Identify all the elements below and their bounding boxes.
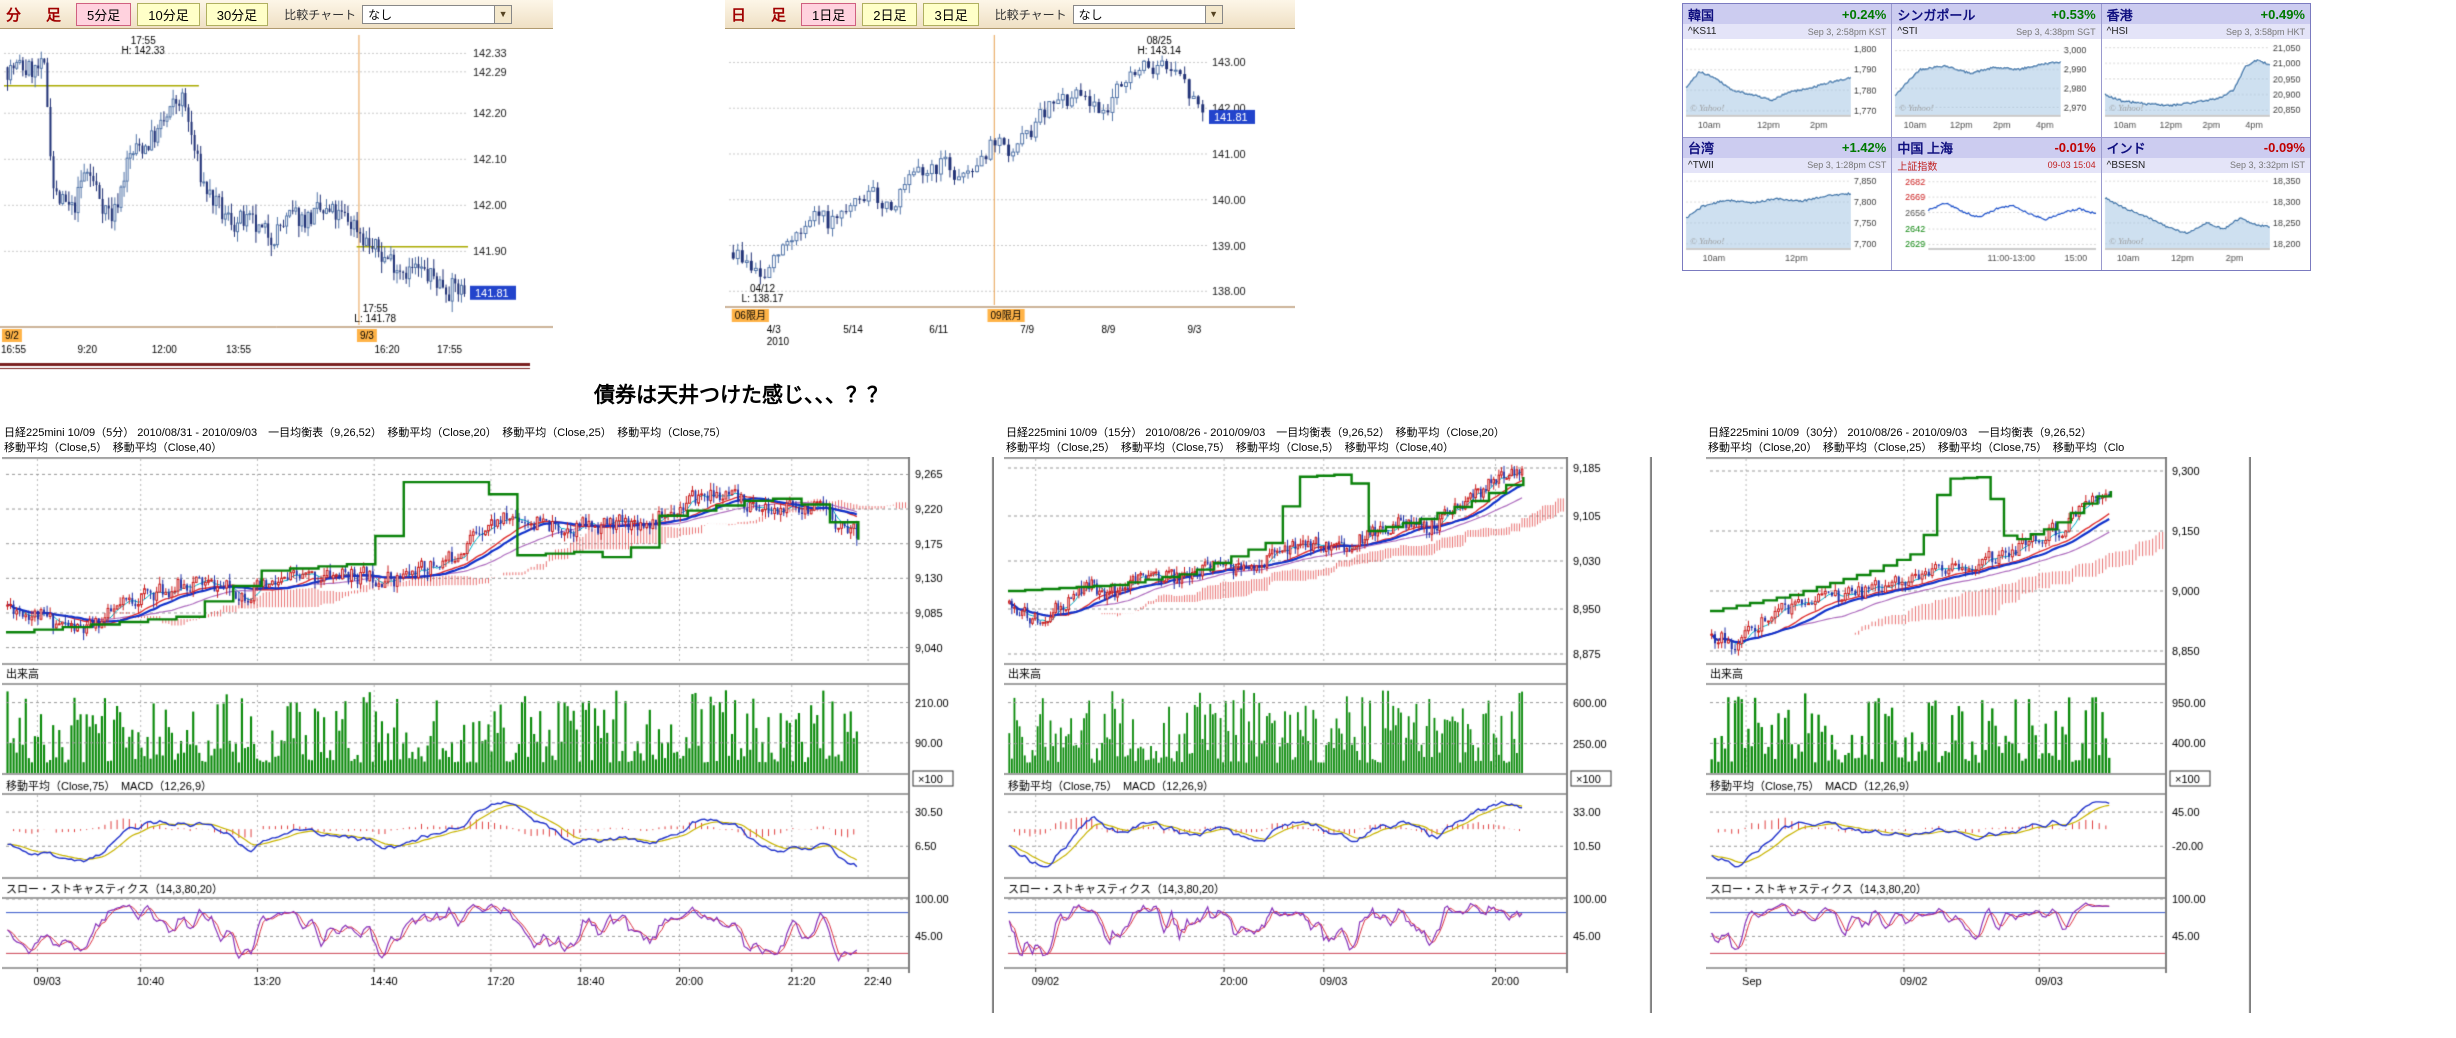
market-change: -0.09% xyxy=(2263,140,2305,155)
market-name: 韓国 xyxy=(1688,7,1715,23)
fx-minute-chart[interactable] xyxy=(0,29,553,372)
market-timestamp: Sep 3, 1:28pm CST xyxy=(1807,160,1887,170)
tab-2day[interactable]: 2日足 xyxy=(862,2,918,26)
compare-chart-value: なし xyxy=(368,7,393,22)
tab-10min[interactable]: 10分足 xyxy=(137,2,200,26)
market-header: インド -0.09% xyxy=(2101,137,2310,158)
chart-title-line1: 日経225mini 10/09（15分） 2010/08/26 - 2010/0… xyxy=(1006,427,1505,439)
comment-text: 債券は天井つけた感じ、、、？？ xyxy=(594,384,888,407)
tab-3day[interactable]: 3日足 xyxy=(923,2,979,26)
market-subheader: ^TWII Sep 3, 1:28pm CST xyxy=(1683,157,1892,173)
fx-daily-toolbar: 日 足 1日足 2日足 3日足 比較チャート なし ▼ xyxy=(725,0,1295,29)
market-subheader: ^BSESN Sep 3, 3:32pm IST xyxy=(2101,157,2310,173)
market-timestamp: 09-03 15:04 xyxy=(2047,160,2096,170)
chart-title: 日経225mini 10/09（30分） 2010/08/26 - 2010/0… xyxy=(1706,425,2251,457)
market-subheader: ^HSI Sep 3, 3:58pm HKT xyxy=(2101,24,2310,39)
compare-chart-select[interactable]: なし ▼ xyxy=(1072,4,1223,24)
market-cell-korea: 韓国 +0.24% ^KS11 Sep 3, 2:58pm KST xyxy=(1683,4,1892,137)
fx-minute-panel: 分 足 5分足 10分足 30分足 比較チャート なし ▼ xyxy=(0,0,553,372)
fx-minute-title: 分 足 xyxy=(6,6,67,24)
market-change: -0.01% xyxy=(2054,140,2096,155)
market-mini-chart[interactable] xyxy=(2101,172,2310,269)
market-ticker[interactable]: ^KS11 xyxy=(1688,26,1717,37)
chart-title-line1: 日経225mini 10/09（5分） 2010/08/31 - 2010/09… xyxy=(4,427,727,439)
market-name: 香港 xyxy=(2106,7,2133,23)
market-change: +0.53% xyxy=(2051,6,2096,22)
nikkei225mini-5min-panel: 日経225mini 10/09（5分） 2010/08/31 - 2010/09… xyxy=(2,425,994,1013)
chart-title: 日経225mini 10/09（15分） 2010/08/26 - 2010/0… xyxy=(1004,425,1652,457)
market-header: 香港 +0.49% xyxy=(2101,4,2310,24)
market-change: +1.42% xyxy=(1841,140,1887,155)
compare-chart-label: 比較チャート xyxy=(284,7,357,22)
fx-daily-chart[interactable] xyxy=(725,29,1295,350)
chart-title: 日経225mini 10/09（5分） 2010/08/31 - 2010/09… xyxy=(2,425,994,457)
tab-1day[interactable]: 1日足 xyxy=(801,2,857,26)
market-header: シンガポール +0.53% xyxy=(1892,4,2101,24)
market-change: +0.49% xyxy=(2260,6,2305,22)
market-subheader: ^STI Sep 3, 4:38pm SGT xyxy=(1892,24,2101,39)
compare-chart-value: なし xyxy=(1078,7,1103,22)
dropdown-arrow-icon: ▼ xyxy=(1204,5,1222,23)
market-header: 台湾 +1.42% xyxy=(1683,137,1892,158)
market-cell-hongkong: 香港 +0.49% ^HSI Sep 3, 3:58pm HKT xyxy=(2101,4,2310,137)
market-subheader: 上証指数 09-03 15:04 xyxy=(1892,157,2101,173)
chart-title-line1: 日経225mini 10/09（30分） 2010/08/26 - 2010/0… xyxy=(1708,427,2092,439)
nikkei225mini-30min-panel: 日経225mini 10/09（30分） 2010/08/26 - 2010/0… xyxy=(1706,425,2251,1013)
market-ticker[interactable]: ^HSI xyxy=(2106,26,2129,37)
fx-daily-panel: 日 足 1日足 2日足 3日足 比較チャート なし ▼ xyxy=(725,0,1295,350)
market-name: シンガポール xyxy=(1897,7,1976,23)
market-timestamp: Sep 3, 3:32pm IST xyxy=(2229,160,2305,170)
compare-chart-select[interactable]: なし ▼ xyxy=(362,4,513,24)
market-name: 中国 上海 xyxy=(1897,141,1953,156)
market-ticker[interactable]: ^STI xyxy=(1897,26,1918,37)
chart-title-line2: 移動平均（Close,20） 移動平均（Close,25） 移動平均（Close… xyxy=(1708,442,2125,454)
fx-minute-toolbar: 分 足 5分足 10分足 30分足 比較チャート なし ▼ xyxy=(0,0,553,29)
chart-title-line2: 移動平均（Close,25） 移動平均（Close,75） 移動平均（Close… xyxy=(1006,442,1455,454)
nikkei-15min-chart[interactable] xyxy=(1004,457,1652,1013)
nikkei-5min-chart[interactable] xyxy=(2,457,994,1013)
nikkei225mini-15min-panel: 日経225mini 10/09（15分） 2010/08/26 - 2010/0… xyxy=(1004,425,1652,1013)
market-cell-singapore: シンガポール +0.53% ^STI Sep 3, 4:38pm SGT xyxy=(1892,4,2101,137)
nikkei-30min-chart[interactable] xyxy=(1706,457,2251,1013)
market-change: +0.24% xyxy=(1841,6,1887,22)
market-timestamp: Sep 3, 2:58pm KST xyxy=(1807,26,1887,37)
market-timestamp: Sep 3, 4:38pm SGT xyxy=(2016,26,2096,37)
asian-markets-grid: 韓国 +0.24% ^KS11 Sep 3, 2:58pm KST シンガポール… xyxy=(1682,3,2311,271)
market-mini-chart[interactable] xyxy=(1892,172,2101,269)
market-ticker[interactable]: ^BSESN xyxy=(2106,159,2146,171)
dropdown-arrow-icon: ▼ xyxy=(494,5,512,23)
market-mini-chart[interactable] xyxy=(2101,39,2310,135)
tab-30min[interactable]: 30分足 xyxy=(205,2,269,26)
market-header: 韓国 +0.24% xyxy=(1683,4,1892,24)
market-subheader: ^KS11 Sep 3, 2:58pm KST xyxy=(1683,24,1892,39)
compare-chart-label: 比較チャート xyxy=(994,7,1067,22)
chart-title-line2: 移動平均（Close,5） 移動平均（Close,40） xyxy=(4,442,223,454)
market-name: 台湾 xyxy=(1688,141,1715,156)
market-ticker[interactable]: ^TWII xyxy=(1688,159,1714,171)
market-timestamp: Sep 3, 3:58pm HKT xyxy=(2225,26,2305,37)
market-header: 中国 上海 -0.01% xyxy=(1892,137,2101,158)
tab-5min[interactable]: 5分足 xyxy=(76,2,132,26)
market-mini-chart[interactable] xyxy=(1683,172,1892,269)
market-mini-chart[interactable] xyxy=(1683,39,1892,135)
market-name: インド xyxy=(2106,141,2146,156)
market-cell-taiwan: 台湾 +1.42% ^TWII Sep 3, 1:28pm CST xyxy=(1683,137,1892,270)
market-cell-shanghai: 中国 上海 -0.01% 上証指数 09-03 15:04 xyxy=(1892,137,2101,270)
fx-daily-title: 日 足 xyxy=(731,6,792,24)
market-mini-chart[interactable] xyxy=(1892,39,2101,135)
market-cell-india: インド -0.09% ^BSESN Sep 3, 3:32pm IST xyxy=(2101,137,2310,270)
market-ticker[interactable]: 上証指数 xyxy=(1897,161,1938,173)
